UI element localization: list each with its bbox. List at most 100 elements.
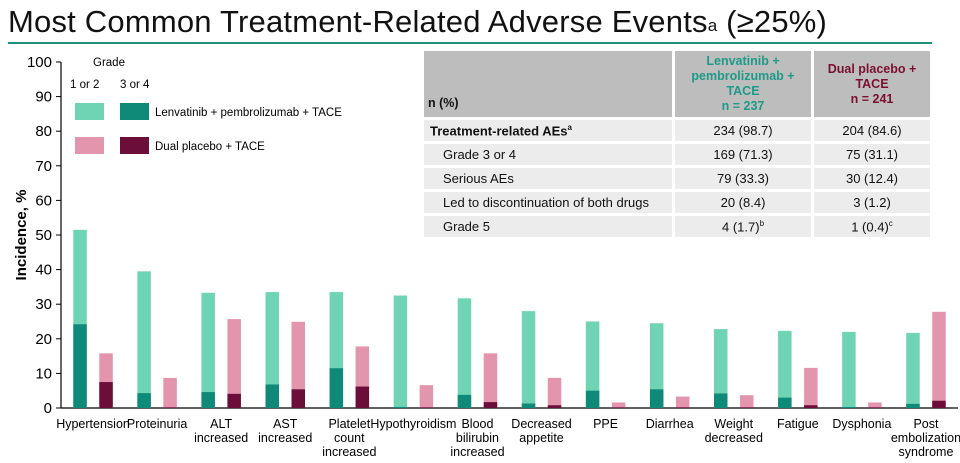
placebo-bar-grade34 xyxy=(99,382,113,408)
y-tick-label: 40 xyxy=(35,262,52,279)
header-lenv-n: n = 237 xyxy=(721,99,765,113)
legend-title: Grade xyxy=(93,57,125,69)
row-label: Grade 3 or 4 xyxy=(424,144,672,165)
legend-col-label-grade12: 1 or 2 xyxy=(70,79,99,91)
header-lenvatinib-arm: Lenvatinib + pembrolizumab + TACE n = 23… xyxy=(675,51,811,117)
x-category-label: Blood bilirubin increased xyxy=(450,417,504,459)
lenv-bar-any-grade xyxy=(906,332,920,408)
placebo-bar-grade34 xyxy=(675,407,690,408)
lenv-bar-any-grade xyxy=(714,329,728,408)
lenv-bar-any-grade xyxy=(265,292,279,408)
lenv-bar-any-grade xyxy=(457,298,472,408)
header-pbo-line: TACE xyxy=(855,76,889,91)
placebo-bar-grade34 xyxy=(932,400,946,408)
placebo-bar-grade34 xyxy=(483,402,498,408)
row-label: Led to discontinuation of both drugs xyxy=(424,192,672,213)
row-value-placebo: 30 (12.4) xyxy=(814,168,930,189)
x-category-label: Fatigue xyxy=(777,417,819,431)
lenv-bar-grade34 xyxy=(778,397,792,408)
title-divider xyxy=(8,42,932,44)
row-label: Serious AEs xyxy=(424,168,672,189)
header-pbo-line: Dual placebo + xyxy=(827,61,917,76)
legend-entry-placebo: Dual placebo + TACE xyxy=(155,141,265,153)
legend-entry-lenv: Lenvatinib + pembrolizumab + TACE xyxy=(155,107,342,119)
y-tick-label: 20 xyxy=(35,331,52,348)
lenv-bar-any-grade xyxy=(585,321,600,408)
row-value-lenv: 234 (98.7) xyxy=(675,120,811,141)
row-value-lenv: 169 (71.3) xyxy=(675,144,811,165)
placebo-bar-any-grade xyxy=(675,396,690,408)
page-title: Most Common Treatment-Related Adverse Ev… xyxy=(8,4,828,39)
x-category-label: PPE xyxy=(593,417,618,431)
placebo-bar-any-grade xyxy=(868,402,882,408)
lenv-bar-grade34 xyxy=(329,368,344,408)
table-row: Serious AEs 79 (33.3) 30 (12.4) xyxy=(424,168,930,189)
lenv-bar-any-grade xyxy=(649,323,664,408)
x-category-label: Decreased appetite xyxy=(511,417,571,445)
row-label: Grade 5 xyxy=(424,216,672,237)
legend-swatch-pbo-grade34 xyxy=(120,137,149,154)
lenv-bar-any-grade xyxy=(842,331,856,408)
x-category-label: Proteinuria xyxy=(127,417,187,431)
lenv-bar-grade34 xyxy=(73,324,87,408)
adverse-events-table: n (%) Lenvatinib + pembrolizumab + TACE … xyxy=(421,48,933,240)
y-tick-label: 90 xyxy=(35,89,52,106)
row-value-lenv: 4 (1.7)b xyxy=(675,216,811,237)
y-tick-label: 60 xyxy=(35,192,52,209)
y-tick-label: 50 xyxy=(35,227,52,244)
y-tick-label: 0 xyxy=(44,400,52,417)
placebo-bar-grade34 xyxy=(868,407,882,408)
lenv-bar-grade34 xyxy=(714,393,728,408)
lenv-bar-grade34 xyxy=(393,406,408,408)
lenv-bar-any-grade xyxy=(521,311,536,408)
row-label: Treatment-related AEsa xyxy=(424,120,672,141)
header-lenv-line: Lenvatinib + xyxy=(706,54,780,68)
placebo-bar-grade34 xyxy=(740,407,754,408)
table-header-row: n (%) Lenvatinib + pembrolizumab + TACE … xyxy=(424,51,930,117)
row-value-lenv: 79 (33.3) xyxy=(675,168,811,189)
header-lenv-line: TACE xyxy=(726,84,760,98)
placebo-bar-grade34 xyxy=(804,405,818,408)
placebo-bar-any-grade xyxy=(740,395,754,408)
placebo-bar-any-grade xyxy=(547,377,562,408)
lenv-bar-grade34 xyxy=(457,394,472,408)
legend-swatch-lenv-grade34 xyxy=(120,103,149,120)
y-tick-label: 80 xyxy=(35,123,52,140)
legend-swatch-pbo-grade12 xyxy=(75,137,104,154)
row-value-placebo: 75 (31.1) xyxy=(814,144,930,165)
placebo-bar-grade34 xyxy=(419,407,434,408)
placebo-bar-grade34 xyxy=(355,386,370,408)
lenv-bar-any-grade xyxy=(137,271,151,408)
placebo-bar-any-grade xyxy=(611,402,626,408)
row-value-placebo: 3 (1.2) xyxy=(814,192,930,213)
lenv-bar-grade34 xyxy=(521,403,536,408)
table-row: Grade 5 4 (1.7)b 1 (0.4)c xyxy=(424,216,930,237)
x-category-label: Diarrhea xyxy=(646,417,694,431)
row-value-placebo: 1 (0.4)c xyxy=(814,216,930,237)
table-row: Grade 3 or 4 169 (71.3) 75 (31.1) xyxy=(424,144,930,165)
x-category-label: Weight decreased xyxy=(705,417,763,445)
lenv-bar-grade34 xyxy=(585,390,600,408)
x-category-label: Hypothyroidism xyxy=(370,417,456,431)
lenv-bar-any-grade xyxy=(393,295,408,408)
placebo-bar-any-grade xyxy=(163,377,177,408)
placebo-bar-any-grade xyxy=(419,385,434,408)
header-lenv-line: pembrolizumab + xyxy=(691,69,795,83)
y-axis-title: Incidence, % xyxy=(13,190,30,281)
placebo-bar-any-grade xyxy=(932,311,946,408)
table-row: Led to discontinuation of both drugs 20 … xyxy=(424,192,930,213)
lenv-bar-grade34 xyxy=(906,403,920,408)
header-n-percent: n (%) xyxy=(424,51,672,117)
placebo-bar-grade34 xyxy=(547,405,562,408)
placebo-bar-grade34 xyxy=(227,393,241,408)
x-category-label: Dysphonia xyxy=(832,417,891,431)
lenv-bar-grade34 xyxy=(201,392,215,408)
lenv-bar-grade34 xyxy=(137,393,151,408)
legend-swatch-lenv-grade12 xyxy=(75,103,104,120)
header-pbo-n: n = 241 xyxy=(850,91,894,106)
table-row: Treatment-related AEsa 234 (98.7) 204 (8… xyxy=(424,120,930,141)
placebo-bar-grade34 xyxy=(163,407,177,408)
placebo-bar-any-grade xyxy=(291,321,305,408)
